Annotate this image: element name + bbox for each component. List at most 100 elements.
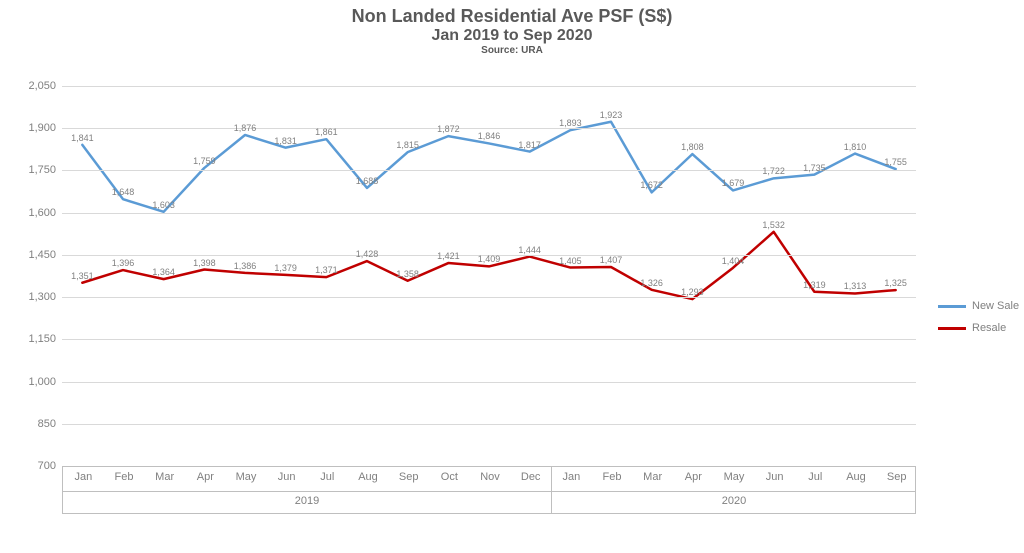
y-axis-label: 1,150 (28, 333, 62, 345)
data-label: 1,396 (112, 258, 135, 268)
data-label: 1,603 (152, 200, 175, 210)
data-label: 1,810 (844, 142, 867, 152)
x-axis-category: Jan (74, 471, 92, 483)
gridline (62, 339, 916, 340)
data-label: 1,688 (356, 176, 379, 186)
chart-title-block: Non Landed Residential Ave PSF (S$) Jan … (0, 6, 1024, 56)
data-label: 1,831 (274, 136, 297, 146)
x-axis-category: Jan (562, 471, 580, 483)
x-axis-group-split (551, 467, 552, 513)
x-axis-category: Dec (521, 471, 541, 483)
data-label: 1,759 (193, 156, 216, 166)
x-axis-category: May (236, 471, 257, 483)
data-label: 1,672 (640, 180, 663, 190)
legend-label: Resale (972, 322, 1006, 334)
gridline (62, 213, 916, 214)
y-axis-label: 2,050 (28, 80, 62, 92)
data-label: 1,872 (437, 124, 460, 134)
data-label: 1,293 (681, 287, 704, 297)
gridline (62, 382, 916, 383)
x-axis-category: Sep (887, 471, 907, 483)
y-axis-label: 1,900 (28, 122, 62, 134)
data-label: 1,808 (681, 142, 704, 152)
legend-label: New Sale (972, 300, 1019, 312)
data-label: 1,648 (112, 187, 135, 197)
gridline (62, 170, 916, 171)
data-label: 1,428 (356, 249, 379, 259)
x-axis-category: Aug (846, 471, 866, 483)
x-axis-separator (63, 491, 915, 492)
data-label: 1,379 (274, 263, 297, 273)
data-label: 1,815 (396, 140, 419, 150)
x-axis-category: Apr (685, 471, 702, 483)
x-axis-category: Sep (399, 471, 419, 483)
x-axis-category: Mar (643, 471, 662, 483)
gridline (62, 86, 916, 87)
data-label: 1,817 (518, 140, 541, 150)
data-label: 1,319 (803, 280, 826, 290)
data-label: 1,371 (315, 265, 338, 275)
data-label: 1,364 (152, 267, 175, 277)
data-label: 1,841 (71, 133, 94, 143)
data-label: 1,893 (559, 118, 582, 128)
data-label: 1,846 (478, 131, 501, 141)
x-axis-group-label: 2019 (295, 495, 319, 507)
legend-item: Resale (938, 322, 1019, 334)
data-label: 1,876 (234, 123, 257, 133)
x-axis-category: Aug (358, 471, 378, 483)
y-axis-label: 1,600 (28, 207, 62, 219)
chart-container: Non Landed Residential Ave PSF (S$) Jan … (0, 0, 1024, 553)
gridline (62, 424, 916, 425)
y-axis-label: 700 (38, 460, 62, 472)
legend-item: New Sale (938, 300, 1019, 312)
data-label: 1,679 (722, 178, 745, 188)
x-axis-category: Jul (320, 471, 334, 483)
chart-lines-svg (62, 86, 916, 466)
data-label: 1,421 (437, 251, 460, 261)
chart-legend: New Sale Resale (938, 300, 1019, 344)
data-label: 1,326 (640, 278, 663, 288)
gridline (62, 297, 916, 298)
data-label: 1,325 (884, 278, 907, 288)
x-axis-category: Jun (766, 471, 784, 483)
chart-source: Source: URA (0, 45, 1024, 56)
y-axis-label: 850 (38, 418, 62, 430)
data-label: 1,313 (844, 281, 867, 291)
data-label: 1,398 (193, 258, 216, 268)
y-axis-label: 1,300 (28, 291, 62, 303)
x-axis: Jan Feb Mar Apr May Jun Jul Aug Sep Oct Nov Dec Jan F… (62, 466, 916, 514)
chart-subtitle: Jan 2019 to Sep 2020 (0, 27, 1024, 45)
y-axis-label: 1,000 (28, 376, 62, 388)
data-label: 1,444 (518, 245, 541, 255)
legend-swatch (938, 305, 966, 308)
data-label: 1,722 (762, 166, 785, 176)
x-axis-category: Feb (115, 471, 134, 483)
data-label: 1,861 (315, 127, 338, 137)
x-axis-group-label: 2020 (722, 495, 746, 507)
y-axis-label: 1,750 (28, 164, 62, 176)
data-label: 1,409 (478, 254, 501, 264)
chart-title: Non Landed Residential Ave PSF (S$) (0, 6, 1024, 27)
x-axis-category: Jul (808, 471, 822, 483)
data-label: 1,405 (559, 256, 582, 266)
legend-swatch (938, 327, 966, 330)
x-axis-category: May (724, 471, 745, 483)
y-axis-label: 1,450 (28, 249, 62, 261)
data-label: 1,351 (71, 271, 94, 281)
data-label: 1,735 (803, 163, 826, 173)
data-label: 1,407 (600, 255, 623, 265)
data-label: 1,404 (722, 256, 745, 266)
x-axis-category: Mar (155, 471, 174, 483)
x-axis-category: Apr (197, 471, 214, 483)
x-axis-category: Jun (278, 471, 296, 483)
plot-area: 7008501,0001,1501,3001,4501,6001,7501,90… (62, 86, 916, 466)
data-label: 1,386 (234, 261, 257, 271)
gridline (62, 128, 916, 129)
data-label: 1,358 (396, 269, 419, 279)
data-label: 1,532 (762, 220, 785, 230)
x-axis-category: Nov (480, 471, 500, 483)
x-axis-category: Feb (603, 471, 622, 483)
data-label: 1,923 (600, 110, 623, 120)
data-label: 1,755 (884, 157, 907, 167)
x-axis-category: Oct (441, 471, 458, 483)
